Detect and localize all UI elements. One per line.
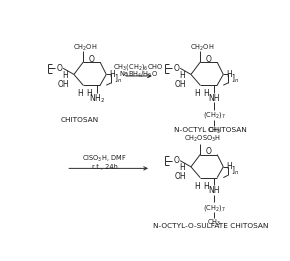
Text: N-OCTYL CHITOSAN: N-OCTYL CHITOSAN — [174, 127, 246, 133]
Text: CHITOSAN: CHITOSAN — [60, 117, 98, 123]
Text: CH$_3$: CH$_3$ — [207, 218, 221, 228]
Text: H: H — [179, 163, 185, 172]
Text: H: H — [62, 71, 68, 80]
Text: H: H — [110, 70, 115, 79]
Text: H: H — [86, 89, 92, 98]
Text: ClSO$_3$H, DMF: ClSO$_3$H, DMF — [82, 154, 127, 164]
Text: H: H — [194, 89, 200, 98]
Text: H: H — [204, 182, 209, 191]
Text: CH$_3$: CH$_3$ — [207, 126, 221, 136]
Text: CH$_3$(CH$_2$)$_6$CHO: CH$_3$(CH$_2$)$_6$CHO — [113, 62, 164, 72]
Text: H: H — [194, 182, 200, 191]
Text: O: O — [206, 147, 212, 156]
Text: CH$_2$OH: CH$_2$OH — [72, 42, 97, 52]
Text: O: O — [173, 64, 179, 73]
Text: NaBH$_4$/H$_2$O: NaBH$_4$/H$_2$O — [119, 69, 158, 80]
Text: H: H — [226, 70, 232, 79]
Text: NH: NH — [208, 94, 220, 103]
Text: H: H — [77, 89, 83, 98]
Text: H: H — [179, 71, 185, 80]
Text: ]$_n$: ]$_n$ — [231, 72, 239, 85]
Text: NH: NH — [208, 186, 220, 195]
Text: r.t., 24h: r.t., 24h — [92, 164, 118, 170]
Text: ]$_n$: ]$_n$ — [114, 72, 122, 85]
Text: NH$_2$: NH$_2$ — [89, 92, 105, 105]
Text: H: H — [226, 162, 232, 171]
Text: OH: OH — [57, 80, 69, 89]
Text: OH: OH — [174, 172, 186, 181]
Text: CH$_2$OH: CH$_2$OH — [190, 42, 214, 52]
Text: O: O — [56, 64, 62, 73]
Text: N-OCTYL-O-SULFATE CHITOSAN: N-OCTYL-O-SULFATE CHITOSAN — [153, 223, 268, 229]
Text: O: O — [89, 55, 95, 63]
Text: ]$_n$: ]$_n$ — [231, 164, 239, 177]
Text: (CH$_2$)$_7$: (CH$_2$)$_7$ — [203, 110, 225, 120]
Text: O: O — [206, 55, 212, 63]
Text: O: O — [173, 156, 179, 165]
Text: CH$_2$OSO$_3$H: CH$_2$OSO$_3$H — [184, 134, 221, 144]
Text: (CH$_2$)$_7$: (CH$_2$)$_7$ — [203, 203, 225, 213]
Text: OH: OH — [174, 80, 186, 89]
Text: H: H — [204, 89, 209, 98]
